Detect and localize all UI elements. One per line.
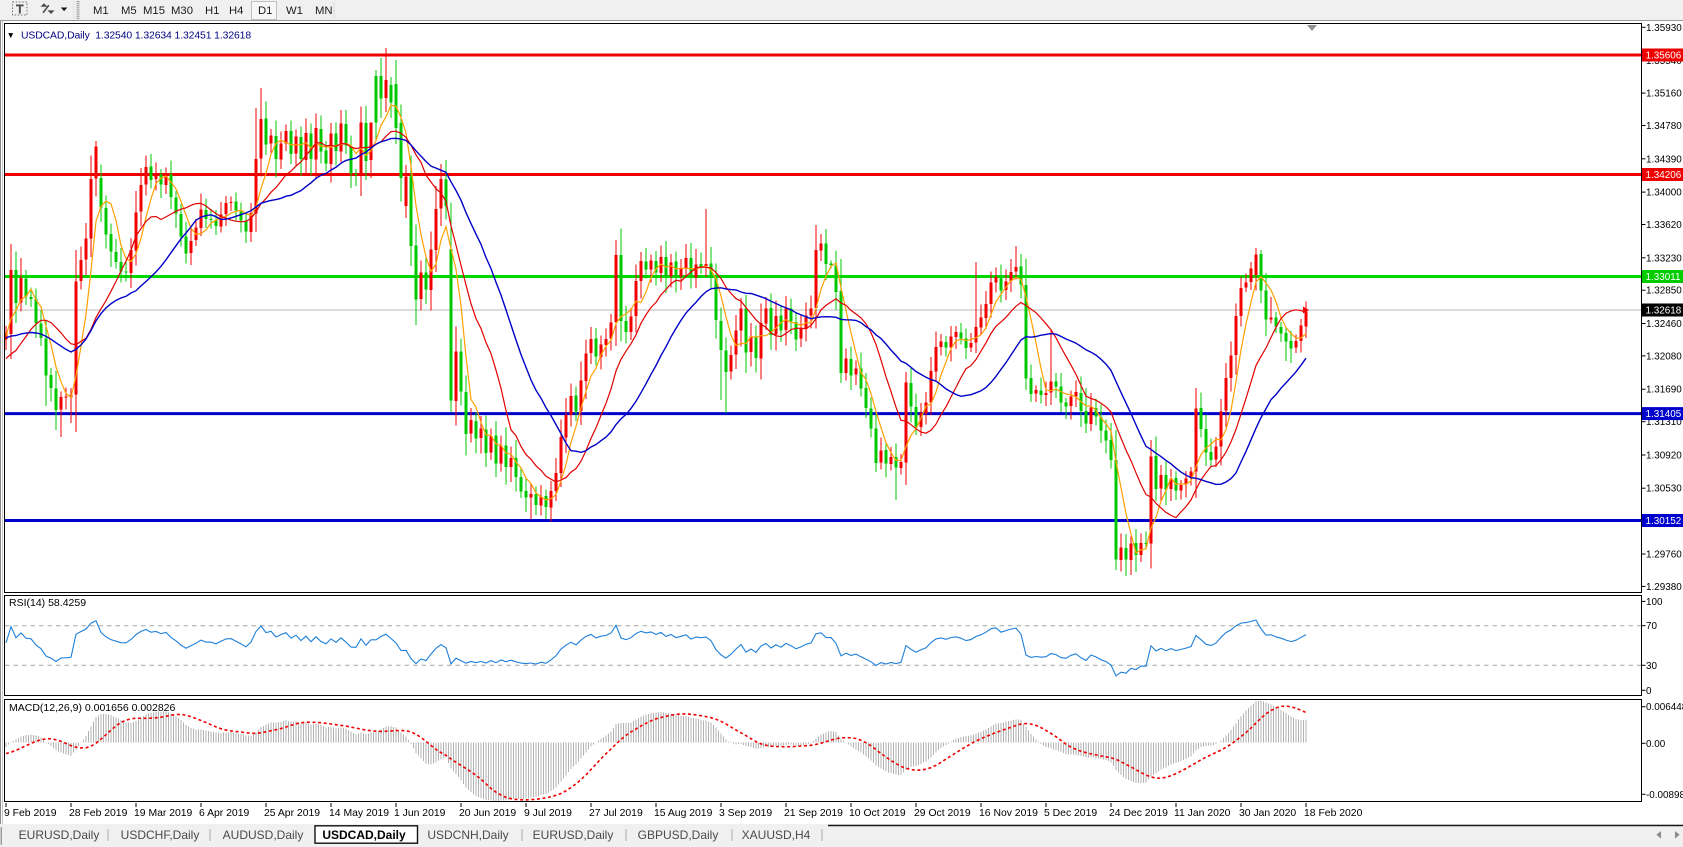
svg-text:M1: M1 [93,5,109,17]
svg-text:-0.008982: -0.008982 [1646,790,1683,801]
svg-text:1.33011: 1.33011 [1646,272,1681,283]
svg-text:1.34390: 1.34390 [1646,154,1682,165]
svg-text:EURUSD,Daily: EURUSD,Daily [19,828,100,842]
svg-text:29 Oct 2019: 29 Oct 2019 [914,808,971,819]
svg-text:H4: H4 [229,5,243,17]
svg-text:USDCNH,Daily: USDCNH,Daily [427,828,508,842]
svg-text:25 Apr 2019: 25 Apr 2019 [264,808,320,819]
svg-text:AUDUSD,Daily: AUDUSD,Daily [223,828,304,842]
svg-text:1.35160: 1.35160 [1646,89,1682,100]
svg-text:1.32080: 1.32080 [1646,351,1682,362]
svg-text:15 Aug 2019: 15 Aug 2019 [654,808,713,819]
svg-text:21 Sep 2019: 21 Sep 2019 [784,808,843,819]
svg-text:3 Sep 2019: 3 Sep 2019 [719,808,772,819]
svg-text:27 Jul 2019: 27 Jul 2019 [589,808,643,819]
svg-text:1.30920: 1.30920 [1646,451,1682,462]
svg-text:19 Mar 2019: 19 Mar 2019 [134,808,193,819]
svg-text:W1: W1 [286,5,303,17]
svg-text:EURUSD,Daily: EURUSD,Daily [533,828,614,842]
svg-text:MN: MN [315,5,333,17]
svg-text:5 Dec 2019: 5 Dec 2019 [1044,808,1097,819]
svg-text:1.35930: 1.35930 [1646,23,1682,34]
svg-text:1.31690: 1.31690 [1646,385,1682,396]
svg-text:6 Apr 2019: 6 Apr 2019 [199,808,249,819]
svg-text:20 Jun 2019: 20 Jun 2019 [459,808,516,819]
svg-text:30 Jan 2020: 30 Jan 2020 [1239,808,1296,819]
svg-text:USDCAD,Daily: USDCAD,Daily [322,828,406,842]
svg-text:1.34780: 1.34780 [1646,121,1682,132]
svg-text:30: 30 [1646,661,1657,672]
svg-text:24 Dec 2019: 24 Dec 2019 [1109,808,1168,819]
svg-text:1.29760: 1.29760 [1646,550,1682,561]
svg-text:18 Feb 2020: 18 Feb 2020 [1304,808,1363,819]
svg-text:GBPUSD,Daily: GBPUSD,Daily [638,828,719,842]
svg-text:1.33230: 1.33230 [1646,253,1682,264]
svg-text:▼: ▼ [7,30,15,40]
svg-text:1.31310: 1.31310 [1646,417,1682,428]
svg-text:14 May 2019: 14 May 2019 [329,808,389,819]
svg-text:1 Jun 2019: 1 Jun 2019 [394,808,446,819]
svg-text:100: 100 [1646,597,1663,608]
svg-text:D1: D1 [258,5,272,17]
svg-text:MACD(12,26,9) 0.001656 0.00282: MACD(12,26,9) 0.001656 0.002826 [9,702,176,714]
svg-text:USDCHF,Daily: USDCHF,Daily [121,828,200,842]
svg-text:1.32850: 1.32850 [1646,286,1682,297]
svg-text:M15: M15 [143,5,165,17]
svg-text:1.30530: 1.30530 [1646,484,1682,495]
svg-text:1.34000: 1.34000 [1646,188,1682,199]
svg-text:0.00: 0.00 [1646,739,1666,750]
svg-text:H1: H1 [205,5,219,17]
svg-text:1.32460: 1.32460 [1646,319,1682,330]
svg-text:0.006448: 0.006448 [1646,702,1683,713]
svg-text:RSI(14) 58.4259: RSI(14) 58.4259 [9,597,86,609]
svg-text:9 Jul 2019: 9 Jul 2019 [524,808,572,819]
svg-text:XAUUSD,H4: XAUUSD,H4 [742,828,811,842]
svg-text:10 Oct 2019: 10 Oct 2019 [849,808,906,819]
svg-text:1.35540: 1.35540 [1646,56,1682,67]
svg-text:28 Feb 2019: 28 Feb 2019 [69,808,128,819]
svg-text:1.32618: 1.32618 [1646,306,1682,317]
svg-text:1.30152: 1.30152 [1646,516,1682,527]
svg-text:16 Nov 2019: 16 Nov 2019 [979,808,1038,819]
svg-text:M30: M30 [171,5,193,17]
svg-text:1.33620: 1.33620 [1646,220,1682,231]
svg-text:0: 0 [1646,686,1652,697]
svg-text:1.29380: 1.29380 [1646,582,1682,593]
svg-text:USDCAD,Daily 1.32540 1.32634: USDCAD,Daily 1.32540 1.32634 1.32451 1.3… [21,31,251,42]
svg-text:1.31405: 1.31405 [1646,409,1682,420]
svg-text:1.34206: 1.34206 [1646,170,1682,181]
svg-text:1.35606: 1.35606 [1646,51,1682,62]
svg-text:70: 70 [1646,621,1657,632]
svg-text:M5: M5 [121,5,137,17]
svg-text:9 Feb 2019: 9 Feb 2019 [4,808,57,819]
svg-text:11 Jan 2020: 11 Jan 2020 [1174,808,1231,819]
